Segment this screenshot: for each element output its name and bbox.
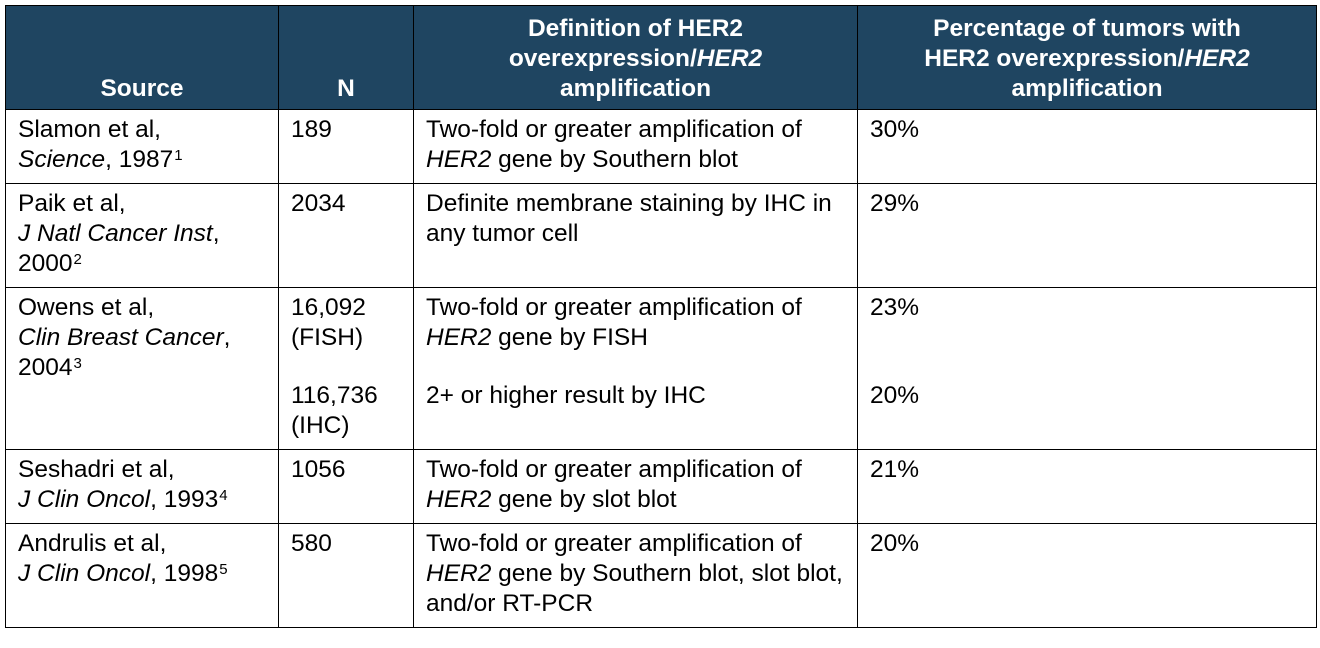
source-cell: Paik et al, J Natl Cancer Inst, 20002 [5,183,279,288]
n-cell: 580 [278,523,414,628]
source-year: , 1987 [105,146,174,173]
source-year: 2000 [18,250,73,277]
n-cell: 16,092 (FISH) 116,736 (IHC) [278,287,414,450]
n-value-ihc: 116,736 [291,382,378,409]
percentage-cell: 29% [857,183,1317,288]
percentage-value: 20% [870,530,920,557]
source-reference: 4 [219,487,228,504]
percentage-value: 29% [870,190,920,217]
header-percentage: Percentage of tumors with HER2 overexpre… [857,5,1317,110]
source-year: , 1998 [150,560,219,587]
header-definition-line1: Definition of HER2 [527,15,744,42]
n-cell: 2034 [278,183,414,288]
source-journal: Science [18,146,106,173]
source-journal: J Clin Oncol [18,560,151,587]
header-percentage-gene: HER2 [1184,45,1250,72]
percentage-value-fish: 23% [870,294,920,321]
definition-gene: HER2 [426,486,492,513]
definition-text-end: gene by Southern blot, slot blot, and/or… [426,560,843,617]
header-source-label: Source [100,75,184,102]
n-value: 580 [291,530,332,557]
n-value: 2034 [291,190,346,217]
source-year: 2004 [18,354,73,381]
definition-cell: Two-fold or greater amplification of HER… [413,287,858,450]
header-definition-line3: amplification [559,75,712,102]
definition-cell: Two-fold or greater amplification of HER… [413,523,858,628]
definition-text-end: gene by Southern blot [491,146,738,173]
definition-text: Definite membrane staining by IHC in any… [426,190,832,247]
definition-gene: HER2 [426,560,492,587]
header-definition-gene: HER2 [696,45,763,72]
n-value: 189 [291,116,332,143]
table-header: Source N Definition of HER2 overexpressi… [5,5,1317,110]
header-n-label: N [337,75,355,102]
source-cell: Slamon et al, Science, 19871 [5,109,279,184]
definition-cell: Two-fold or greater amplification of HER… [413,109,858,184]
source-year-sep: , [223,324,231,351]
header-percentage-line3: amplification [1011,75,1163,102]
her2-studies-table: Source N Definition of HER2 overexpressi… [5,5,1317,628]
table-row: Andrulis et al, J Clin Oncol, 19985 580 … [5,523,1317,628]
table-row: Seshadri et al, J Clin Oncol, 19934 1056… [5,449,1317,524]
source-year-sep: , [212,220,220,247]
source-cell: Seshadri et al, J Clin Oncol, 19934 [5,449,279,524]
definition-text: Two-fold or greater amplification of [426,530,802,557]
definition-text: Two-fold or greater amplification of [426,116,802,143]
definition-text: Two-fold or greater amplification of [426,294,802,321]
definition-gene: HER2 [426,324,492,351]
source-cell: Andrulis et al, J Clin Oncol, 19985 [5,523,279,628]
table-row: Slamon et al, Science, 19871 189 Two-fol… [5,109,1317,184]
table-body: Slamon et al, Science, 19871 189 Two-fol… [5,109,1317,628]
definition-text-end: gene by FISH [491,324,648,351]
n-value: 1056 [291,456,346,483]
header-row: Source N Definition of HER2 overexpressi… [5,5,1317,110]
source-journal: Clin Breast Cancer [18,324,224,351]
table-row: Owens et al, Clin Breast Cancer, 20043 1… [5,287,1317,450]
percentage-cell: 23% 20% [857,287,1317,450]
percentage-cell: 30% [857,109,1317,184]
percentage-cell: 20% [857,523,1317,628]
percentage-value: 30% [870,116,920,143]
source-reference: 2 [73,251,82,268]
source-cell: Owens et al, Clin Breast Cancer, 20043 [5,287,279,450]
definition-gene: HER2 [426,146,492,173]
table-row: Paik et al, J Natl Cancer Inst, 20002 20… [5,183,1317,288]
n-cell: 189 [278,109,414,184]
source-author: Seshadri et al, [18,456,175,483]
n-value-fish: 16,092 [291,294,366,321]
header-n: N [278,5,414,110]
header-source: Source [5,5,279,110]
source-year: , 1993 [150,486,219,513]
header-definition: Definition of HER2 overexpression/HER2 a… [413,5,858,110]
percentage-cell: 21% [857,449,1317,524]
definition-text-ihc: 2+ or higher result by IHC [426,382,706,409]
source-author: Slamon et al, [18,116,161,143]
definition-cell: Two-fold or greater amplification of HER… [413,449,858,524]
header-percentage-line1: Percentage of tumors with [933,15,1241,42]
source-reference: 1 [174,147,183,164]
definition-text-end: gene by slot blot [491,486,677,513]
source-author: Owens et al, [18,294,155,321]
definition-cell: Definite membrane staining by IHC in any… [413,183,858,288]
n-method-fish: (FISH) [291,324,364,351]
source-journal: J Clin Oncol [18,486,151,513]
source-journal: J Natl Cancer Inst [18,220,213,247]
source-reference: 3 [73,355,82,372]
n-method-ihc: (IHC) [291,412,350,439]
source-reference: 5 [219,561,228,578]
definition-text: Two-fold or greater amplification of [426,456,802,483]
header-percentage-line2: HER2 overexpression/ [924,45,1185,72]
n-cell: 1056 [278,449,414,524]
percentage-value: 21% [870,456,920,483]
source-author: Andrulis et al, [18,530,167,557]
source-author: Paik et al, [18,190,126,217]
header-definition-line2: overexpression/ [508,45,697,72]
percentage-value-ihc: 20% [870,382,920,409]
